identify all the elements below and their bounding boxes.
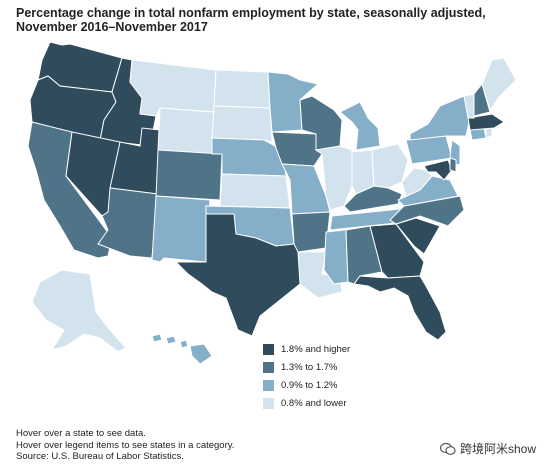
watermark-text: 跨境阿米show — [459, 442, 536, 456]
state-sc[interactable] — [395, 217, 441, 255]
state-hi[interactable] — [151, 333, 213, 365]
legend-label: 1.8% and higher — [281, 343, 351, 355]
state-ks[interactable] — [219, 173, 291, 209]
legend-label: 0.8% and lower — [281, 397, 347, 409]
state-nd[interactable] — [213, 69, 271, 109]
state-nc[interactable] — [389, 195, 465, 227]
state-fl[interactable] — [353, 275, 447, 341]
legend-swatch — [262, 360, 275, 374]
state-md[interactable] — [423, 159, 453, 181]
legend-item-mid-high[interactable]: 1.3% to 1.7% — [262, 358, 350, 376]
state-ar[interactable] — [291, 211, 331, 253]
state-nh[interactable] — [473, 82, 491, 117]
state-ms[interactable] — [323, 229, 349, 285]
map-title: Percentage change in total nonfarm emplo… — [16, 6, 486, 34]
state-ak[interactable] — [31, 269, 127, 353]
state-mi[interactable] — [339, 101, 381, 151]
state-vt[interactable] — [463, 93, 475, 119]
legend-swatch — [262, 378, 275, 392]
legend-swatch — [262, 342, 275, 356]
state-tx[interactable] — [174, 213, 301, 337]
legend-label: 1.3% to 1.7% — [281, 361, 338, 373]
state-wy[interactable] — [157, 107, 215, 155]
state-wv[interactable] — [401, 167, 433, 197]
state-ma[interactable] — [467, 113, 505, 131]
hover-state-note: Hover over a state to see data. — [16, 428, 146, 439]
state-nm[interactable] — [151, 195, 211, 263]
source-note: Source: U.S. Bureau of Labor Statistics. — [16, 451, 184, 462]
legend-label: 0.9% to 1.2% — [281, 379, 338, 391]
legend-swatch — [262, 396, 275, 410]
legend-item-low[interactable]: 0.8% and lower — [262, 394, 350, 412]
legend-item-mid-low[interactable]: 0.9% to 1.2% — [262, 376, 350, 394]
notes: Hover over a state to see data. Hover ov… — [16, 428, 234, 463]
state-ky[interactable] — [343, 185, 403, 213]
watermark: 跨境阿米show — [439, 440, 536, 457]
legend: 1.8% and higher 1.3% to 1.7% 0.9% to 1.2… — [262, 340, 350, 412]
state-sd[interactable] — [211, 105, 273, 143]
state-ri[interactable] — [485, 127, 493, 139]
state-ny[interactable] — [409, 95, 471, 141]
state-pa[interactable] — [405, 135, 453, 165]
wechat-icon — [439, 442, 456, 455]
state-de[interactable] — [449, 157, 457, 173]
hover-legend-note: Hover over legend items to see states in… — [16, 439, 235, 451]
state-mt[interactable] — [129, 59, 217, 117]
legend-item-high[interactable]: 1.8% and higher — [262, 340, 350, 358]
state-me[interactable] — [481, 57, 517, 112]
state-co[interactable] — [155, 149, 223, 201]
